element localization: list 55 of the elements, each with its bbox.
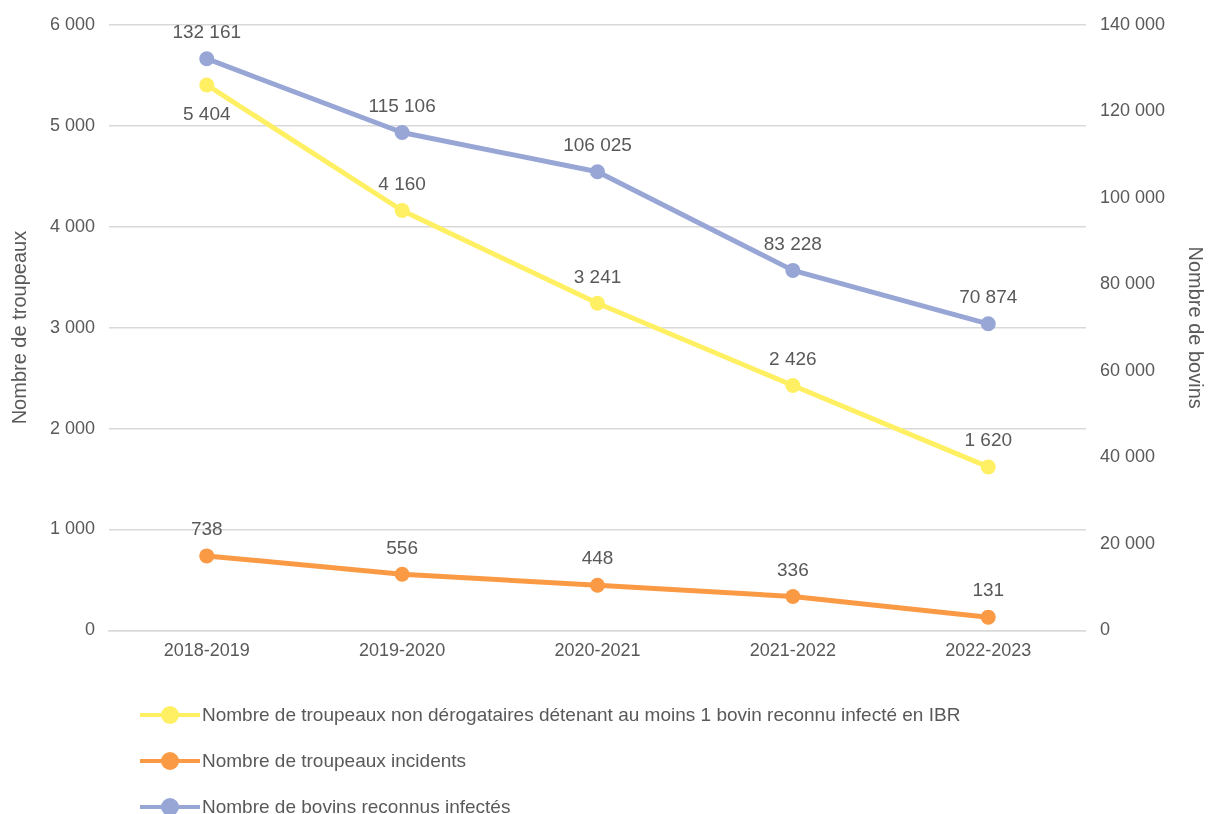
data-label: 738 <box>190 518 223 540</box>
y-tick-label: 1 000 <box>50 518 96 539</box>
x-tick-label: 2018-2019 <box>163 640 250 661</box>
legend-label: Nombre de troupeaux non dérogataires détenant au moins 1 bovin reconnu infecté en IBR <box>202 704 961 726</box>
y-tick-label: 3 000 <box>50 316 96 337</box>
data-label: 1 620 <box>964 429 1013 451</box>
y-tick-label: 4 000 <box>50 215 96 236</box>
y2-tick-label: 0 <box>1099 619 1110 640</box>
y-tick-label: 2 000 <box>50 417 96 438</box>
x-tick-label: 2020-2021 <box>554 640 641 661</box>
y2-tick-label: 20 000 <box>1099 532 1155 553</box>
y2-tick-label: 60 000 <box>1099 359 1155 380</box>
point <box>199 77 215 93</box>
data-label: 448 <box>581 547 614 569</box>
point <box>394 203 410 219</box>
point <box>199 51 215 67</box>
point <box>394 124 410 140</box>
point <box>785 588 801 604</box>
point <box>199 548 215 564</box>
data-label: 83 228 <box>763 232 822 254</box>
data-label: 106 025 <box>563 134 632 155</box>
point <box>589 577 605 593</box>
legend-label: Nombre de bovins reconnus infectés <box>202 796 511 814</box>
y-tick-label: 5 000 <box>50 114 96 135</box>
point <box>980 459 996 475</box>
y2-tick-label: 80 000 <box>1099 273 1155 294</box>
data-label: 131 <box>972 579 1005 601</box>
y2-axis-title: Nombre de bovins <box>1185 246 1208 409</box>
point <box>394 566 410 582</box>
data-label: 4 160 <box>378 172 426 194</box>
data-label: 556 <box>386 536 418 558</box>
data-label: 336 <box>777 558 809 580</box>
x-tick-label: 2022-2023 <box>945 640 1032 661</box>
point <box>589 295 605 311</box>
legend-label: Nombre de troupeaux incidents <box>202 750 467 772</box>
point <box>589 164 605 180</box>
y-axis-title: Nombre de troupeaux <box>7 230 30 425</box>
y-tick-label: 0 <box>85 619 96 640</box>
y2-tick-label: 140 000 <box>1099 13 1166 34</box>
point <box>785 378 801 394</box>
x-tick-label: 2021-2022 <box>749 640 836 661</box>
y-tick-label: 6 000 <box>50 13 96 34</box>
y2-tick-label: 120 000 <box>1099 100 1166 121</box>
data-label: 2 426 <box>769 347 817 369</box>
point <box>980 316 996 332</box>
x-tick-label: 2019-2020 <box>359 640 446 661</box>
data-label: 132 161 <box>172 20 242 42</box>
data-label: 3 241 <box>573 265 622 287</box>
y2-tick-label: 40 000 <box>1099 446 1155 467</box>
point <box>980 609 996 625</box>
data-label: 70 874 <box>959 286 1018 308</box>
y2-tick-label: 100 000 <box>1099 186 1166 207</box>
point <box>785 262 801 278</box>
data-label: 115 106 <box>368 94 436 116</box>
data-label: 5 404 <box>182 103 231 125</box>
